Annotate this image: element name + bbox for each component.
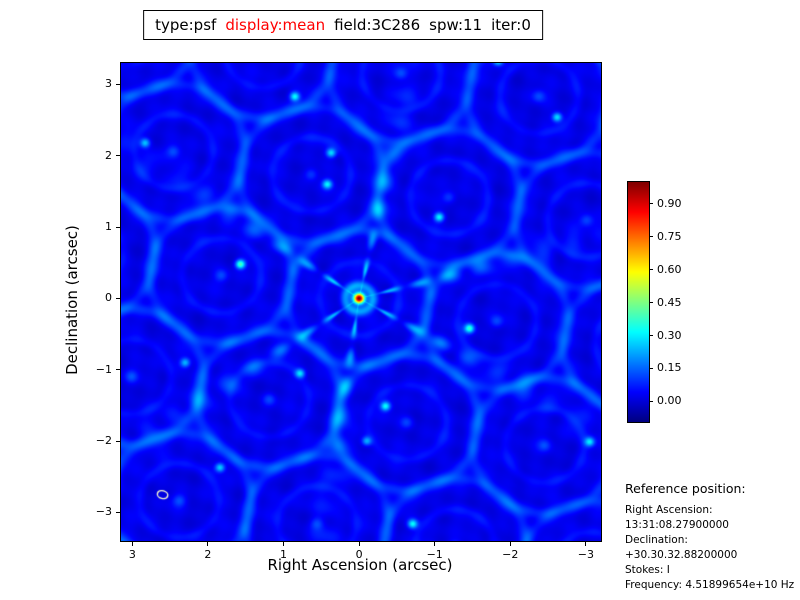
tick-mark: [650, 400, 653, 402]
reference-heading: Reference position:: [625, 481, 746, 496]
tick-mark: [131, 542, 133, 546]
x-tick-label: −1: [426, 548, 443, 561]
x-tick-label: 1: [280, 548, 288, 561]
colorbar-tick-label: 0.75: [657, 229, 682, 243]
tick-mark: [509, 542, 511, 546]
reference-line: Frequency: 4.51899654e+10 Hz: [625, 579, 795, 591]
colorbar-tick-label: 0.15: [657, 361, 682, 375]
reference-line: Stokes: I: [625, 564, 670, 576]
y-tick-label: −1: [95, 362, 112, 376]
colorbar: [627, 181, 650, 423]
psf-heatmap: [120, 62, 602, 542]
tick-mark: [116, 440, 120, 442]
y-tick-label: 0: [105, 291, 112, 305]
title-segment: type:psf: [155, 16, 217, 34]
tick-mark: [650, 236, 653, 238]
tick-mark: [358, 542, 360, 546]
tick-mark: [283, 542, 285, 546]
y-tick-label: 3: [105, 77, 112, 91]
tick-mark: [116, 155, 120, 157]
y-tick-label: 1: [105, 220, 112, 234]
y-tick-label: −3: [95, 505, 112, 519]
reference-line: Right Ascension: 13:31:08.27900000: [625, 504, 729, 531]
title-segment: iter:0: [491, 16, 531, 34]
colorbar-tick-label: 0.00: [657, 394, 682, 408]
tick-mark: [434, 542, 436, 546]
x-tick-label: −3: [577, 548, 594, 561]
title-segment: display:mean: [225, 16, 326, 34]
title-segment: spw:11: [429, 16, 483, 34]
colorbar-tick-label: 0.60: [657, 262, 682, 276]
tick-mark: [116, 83, 120, 85]
x-tick-label: 0: [355, 548, 363, 561]
tick-mark: [650, 269, 653, 271]
tick-mark: [116, 226, 120, 228]
colorbar-tick-label: 0.30: [657, 328, 682, 342]
tick-mark: [116, 511, 120, 513]
colorbar-tick-label: 0.45: [657, 295, 682, 309]
tick-mark: [650, 335, 653, 337]
x-tick-label: 2: [204, 548, 212, 561]
reference-line: Declination: +30.30.32.88200000: [625, 534, 738, 561]
tick-mark: [207, 542, 209, 546]
x-tick-label: −2: [502, 548, 519, 561]
tick-mark: [116, 297, 120, 299]
reference-position: Reference position: Right Ascension: 13:…: [625, 481, 800, 593]
colorbar-tick-label: 0.90: [657, 196, 682, 210]
tick-mark: [585, 542, 587, 546]
x-tick-label: 3: [128, 548, 136, 561]
tick-mark: [650, 367, 653, 369]
x-axis-label: Right Ascension (arcsec): [267, 556, 453, 574]
title-box: type:psf display:mean field:3C286 spw:11 ite…: [143, 10, 543, 40]
title-segment: field:3C286: [334, 16, 421, 34]
y-tick-label: 2: [105, 148, 112, 162]
tick-mark: [116, 369, 120, 371]
y-tick-label: −2: [95, 434, 112, 448]
tick-mark: [650, 302, 653, 304]
tick-mark: [650, 203, 653, 205]
